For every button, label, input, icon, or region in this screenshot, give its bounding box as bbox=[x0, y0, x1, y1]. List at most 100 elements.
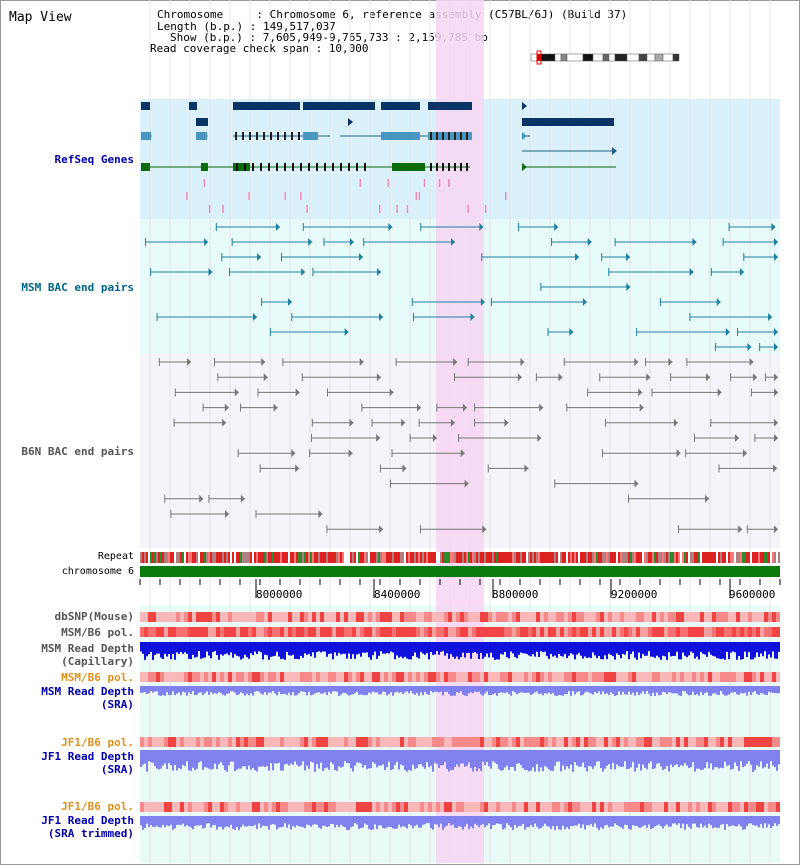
read-depth-bar bbox=[400, 642, 402, 657]
polymorphism-cell bbox=[368, 612, 372, 622]
polymorphism-cell bbox=[532, 672, 536, 682]
polymorphism-cell bbox=[584, 612, 588, 622]
read-depth-bar bbox=[154, 816, 156, 827]
read-depth-bar bbox=[506, 686, 508, 693]
repeat-segment bbox=[372, 552, 374, 563]
refseq-genes-label[interactable]: RefSeq Genes bbox=[54, 153, 134, 166]
read-depth-bar bbox=[642, 816, 644, 827]
read-depth-bar bbox=[470, 750, 472, 769]
msm-bac-label[interactable]: MSM BAC end pairs bbox=[21, 281, 134, 294]
read-depth-bar bbox=[470, 642, 472, 659]
polymorphism-cell bbox=[552, 627, 556, 637]
polymorphism-cell bbox=[240, 802, 244, 812]
read-depth-bar bbox=[414, 642, 416, 653]
read-depth-bar bbox=[712, 750, 714, 770]
read-depth-bar bbox=[272, 686, 274, 692]
polymorphism-cell bbox=[180, 737, 184, 747]
gene-exon bbox=[381, 102, 420, 110]
read-depth-bar bbox=[180, 750, 182, 770]
read-depth-bar bbox=[738, 686, 740, 695]
repeat-segment bbox=[202, 552, 204, 563]
refseq-mark bbox=[359, 179, 362, 187]
read-depth-bar bbox=[564, 686, 566, 694]
read-depth-bar bbox=[262, 686, 264, 695]
polymorphism-cell bbox=[456, 802, 460, 812]
polymorphism-cell bbox=[436, 612, 440, 622]
read-depth-bar bbox=[234, 642, 236, 654]
read-depth-bar bbox=[280, 750, 282, 771]
bac-pair-arrow bbox=[257, 253, 262, 261]
polymorphism-cell bbox=[548, 612, 552, 622]
polymorphism-cell bbox=[668, 627, 672, 637]
repeat-segment bbox=[340, 552, 342, 563]
polymorphism-cell bbox=[232, 737, 236, 747]
repeat-segment bbox=[328, 552, 330, 563]
read-depth-bar bbox=[750, 642, 752, 660]
read-depth-bar bbox=[516, 816, 518, 828]
polymorphism-cell bbox=[336, 737, 340, 747]
bac-pair-arrow bbox=[432, 434, 437, 442]
polymorphism-cell bbox=[544, 802, 548, 812]
strand-arrow bbox=[522, 163, 527, 171]
read-depth-bar bbox=[622, 686, 624, 692]
polymorphism-cell bbox=[564, 627, 568, 637]
read-depth-bar bbox=[572, 686, 574, 692]
repeat-label: Repeat bbox=[97, 551, 134, 562]
polymorphism-cell bbox=[348, 802, 352, 812]
read-depth-bar bbox=[326, 816, 328, 828]
bac-pair-arrow bbox=[482, 525, 487, 534]
repeat-segment bbox=[562, 552, 564, 563]
read-depth-bar bbox=[364, 750, 366, 765]
read-depth-bar bbox=[260, 816, 262, 828]
b6n-bac-label[interactable]: B6N BAC end pairs bbox=[21, 445, 134, 458]
read-depth-bar bbox=[660, 642, 662, 660]
repeat-segment bbox=[482, 552, 484, 563]
read-depth-bar bbox=[256, 642, 258, 654]
read-depth-bar bbox=[216, 686, 218, 694]
read-depth-bar bbox=[656, 642, 658, 656]
read-depth-bar bbox=[296, 686, 298, 696]
polymorphism-cell bbox=[448, 802, 452, 812]
read-depth-bar bbox=[580, 816, 582, 828]
polymorphism-cell bbox=[200, 737, 204, 747]
polymorphism-cell bbox=[748, 802, 752, 812]
repeat-segment bbox=[468, 552, 470, 563]
polymorphism-cell bbox=[384, 627, 388, 637]
read-depth-bar bbox=[616, 816, 618, 826]
polymorphism-cell bbox=[628, 612, 632, 622]
length-info: Length (b.p.) : 149,517,037 bbox=[157, 20, 336, 33]
read-depth-bar bbox=[774, 816, 776, 824]
read-depth-bar bbox=[338, 750, 340, 767]
polymorphism-cell bbox=[684, 802, 688, 812]
read-depth-bar bbox=[218, 686, 220, 693]
read-depth-bar bbox=[260, 686, 262, 694]
repeat-segment bbox=[652, 552, 654, 563]
polymorphism-cell bbox=[568, 627, 572, 637]
gene-exon bbox=[292, 163, 294, 171]
read-depth-bar bbox=[250, 642, 252, 654]
read-depth-bar bbox=[446, 642, 448, 654]
read-depth-bar bbox=[212, 816, 214, 826]
polymorphism-cell bbox=[768, 612, 772, 622]
repeat-segment bbox=[648, 552, 650, 563]
read-depth-bar bbox=[306, 750, 308, 766]
read-depth-bar bbox=[376, 686, 378, 693]
gene-exon bbox=[356, 163, 358, 171]
bac-pair-arrow bbox=[634, 479, 639, 488]
read-depth-bar bbox=[710, 750, 712, 764]
read-depth-bar bbox=[166, 642, 168, 657]
read-depth-bar bbox=[674, 642, 676, 656]
repeat-segment bbox=[592, 552, 594, 563]
polymorphism-cell bbox=[336, 627, 340, 637]
repeat-segment bbox=[520, 552, 522, 563]
gene-exon bbox=[442, 163, 444, 171]
repeat-segment bbox=[704, 552, 706, 563]
read-depth-bar bbox=[332, 816, 334, 824]
polymorphism-cell bbox=[312, 672, 316, 682]
read-depth-bar bbox=[340, 686, 342, 695]
read-depth-bar bbox=[446, 816, 448, 826]
read-depth-bar bbox=[610, 816, 612, 827]
read-depth-bar bbox=[664, 686, 666, 693]
polymorphism-cell bbox=[752, 612, 756, 622]
